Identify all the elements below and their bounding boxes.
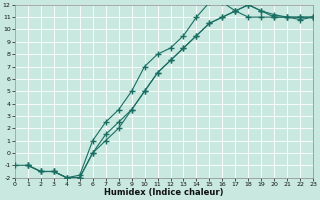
X-axis label: Humidex (Indice chaleur): Humidex (Indice chaleur) (104, 188, 224, 197)
